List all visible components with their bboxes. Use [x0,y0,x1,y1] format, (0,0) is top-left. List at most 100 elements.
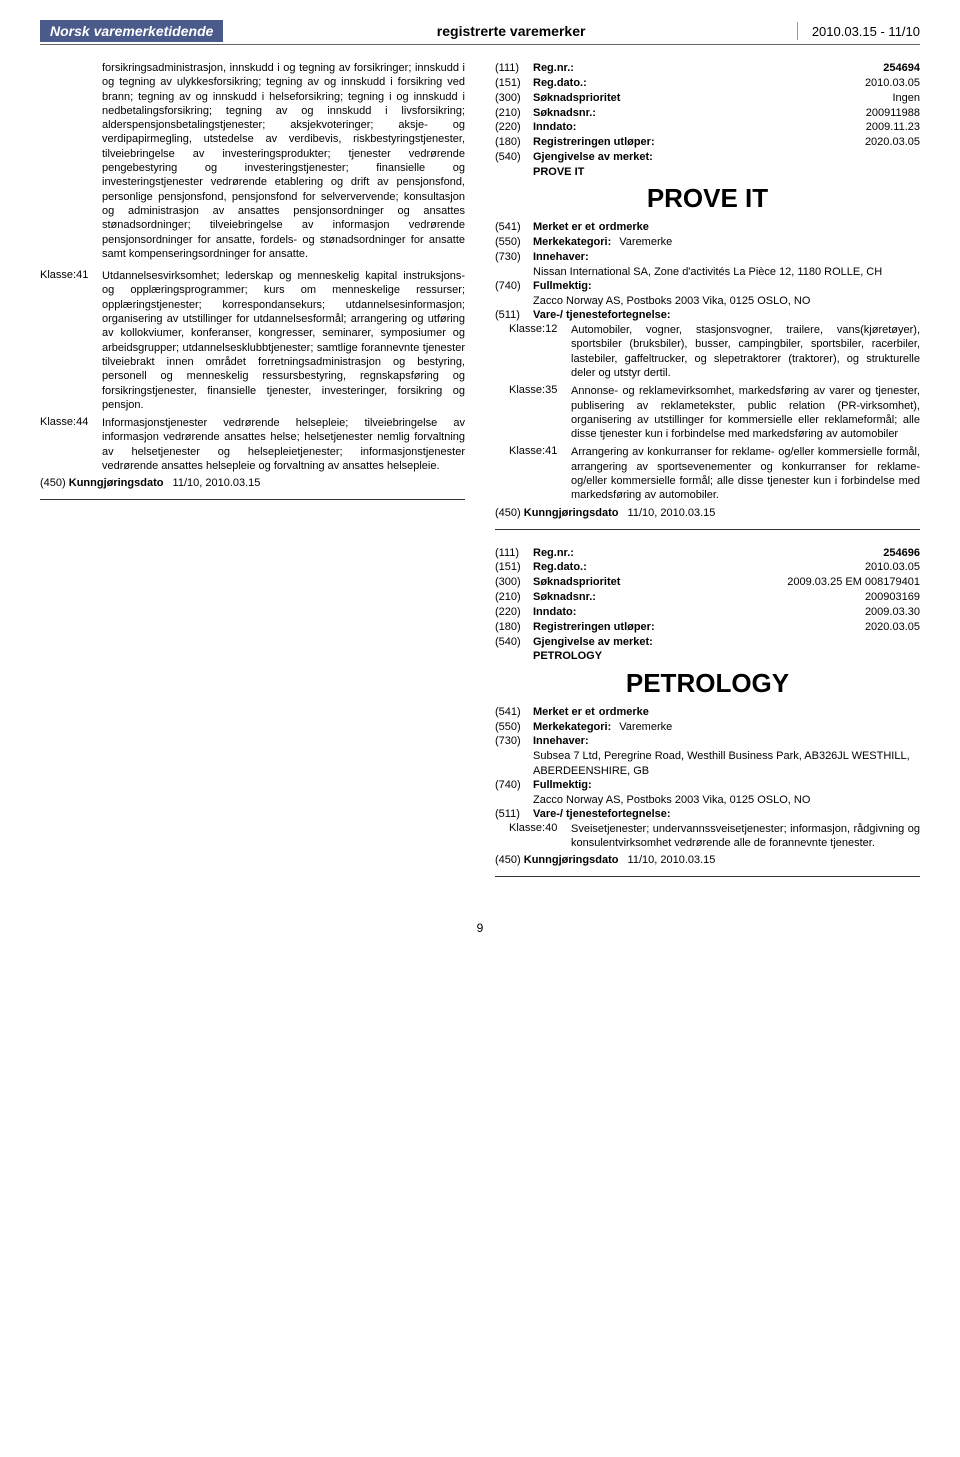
regdato-value: 2010.03.05 [865,560,920,575]
klasse41-label: Klasse:41 [509,445,571,502]
header-issue: 2010.03.15 - 11/10 [812,24,920,39]
fullmektig-label: Fullmektig: [533,279,592,294]
soknadsprioritet-code: (300) [495,91,533,106]
varefortegnelse-label: Vare-/ tjenestefortegnelse: [533,308,671,323]
entry1-klasse12: Klasse:12 Automobiler, vogner, stasjonsv… [495,323,920,380]
mark-name-big: PROVE IT [495,183,920,214]
regnr-value: 254696 [883,546,920,561]
fullmektig-label: Fullmektig: [533,778,592,793]
regnr-code: (111) [495,546,533,561]
right-column: (111) Reg.nr.: 254694 (151) Reg.dato.: 2… [495,61,920,893]
regnr-label: Reg.nr.: [533,61,574,76]
kunngjoring-label: Kunngjøringsdato [69,477,164,489]
entry1-klasse41: Klasse:41 Arrangering av konkurranser fo… [495,445,920,502]
soknadsnr-row: (210) Søknadsnr.: 200903169 [495,590,920,605]
regdato-label: Reg.dato.: [533,560,587,575]
soknadsprioritet-label: Søknadsprioritet [533,575,620,590]
inndato-value: 2009.03.30 [865,605,920,620]
innehaver-value: Nissan International SA, Zone d'activité… [533,265,920,279]
kunngjoring-label: Kunngjøringsdato [524,854,619,866]
entry2-kunngjoring: (450) Kunngjøringsdato 11/10, 2010.03.15 [495,854,920,866]
gjengivelse-label: Gjengivelse av merket: [533,635,653,650]
mark-name-small: PETROLOGY [533,649,920,663]
merketype-row: (541) Merket er et ordmerke [495,220,920,235]
gjengivelse-row: (540) Gjengivelse av merket: [495,635,920,650]
merkekategori-row: (550) Merkekategori: Varemerke [495,720,920,735]
klasse-41-text: Utdannelsesvirksomhet; lederskap og menn… [102,269,465,412]
regnr-row: (111) Reg.nr.: 254696 [495,546,920,561]
regdato-code: (151) [495,76,533,91]
registreringen-row: (180) Registreringen utløper: 2020.03.05 [495,620,920,635]
klasse-44-block: Klasse:44 Informasjonstjenester vedrøren… [40,416,465,473]
innehaver-label: Innehaver: [533,734,589,749]
merketype-code: (541) [495,220,533,235]
mark-name-big: PETROLOGY [495,668,920,699]
soknadsnr-code: (210) [495,590,533,605]
soknadsnr-value: 200903169 [865,590,920,605]
registreringen-code: (180) [495,620,533,635]
merkekategori-value: Varemerke [619,720,672,735]
merketype-row: (541) Merket er et ordmerke [495,705,920,720]
merketype-label: Merket er et [533,705,595,720]
left-column: forsikringsadministrasjon, innskudd i og… [40,61,465,893]
innehaver-row: (730) Innehaver: [495,250,920,265]
entry-divider [495,529,920,530]
gjengivelse-row: (540) Gjengivelse av merket: [495,150,920,165]
klasse41-text: Arrangering av konkurranser for reklame-… [571,445,920,502]
regdato-label: Reg.dato.: [533,76,587,91]
inndato-code: (220) [495,605,533,620]
merkekategori-label: Merkekategori: [533,235,611,250]
merketype-code: (541) [495,705,533,720]
entry-petrology: (111) Reg.nr.: 254696 (151) Reg.dato.: 2… [495,546,920,878]
fullmektig-value: Zacco Norway AS, Postboks 2003 Vika, 012… [533,294,920,308]
merketype-label: Merket er et [533,220,595,235]
klasse-44-label: Klasse:44 [40,416,102,473]
fullmektig-code: (740) [495,279,533,294]
klasse35-label: Klasse:35 [509,384,571,441]
soknadsnr-code: (210) [495,106,533,121]
gjengivelse-label: Gjengivelse av merket: [533,150,653,165]
registreringen-label: Registreringen utløper: [533,135,655,150]
varefortegnelse-code: (511) [495,308,533,323]
entry1-klasse35: Klasse:35 Annonse- og reklamevirksomhet,… [495,384,920,441]
soknadsprioritet-value: 2009.03.25 EM 008179401 [787,575,920,590]
klasse12-text: Automobiler, vogner, stasjonsvogner, tra… [571,323,920,380]
soknadsnr-row: (210) Søknadsnr.: 200911988 [495,106,920,121]
gjengivelse-code: (540) [495,635,533,650]
klasse-41-label: Klasse:41 [40,269,102,412]
gjengivelse-code: (540) [495,150,533,165]
merkekategori-value: Varemerke [619,235,672,250]
regnr-code: (111) [495,61,533,76]
klasse35-text: Annonse- og reklamevirksomhet, markedsfø… [571,384,920,441]
innehaver-value: Subsea 7 Ltd, Peregrine Road, Westhill B… [533,749,920,778]
entry-divider [495,876,920,877]
kunngjoring-value: 11/10, 2010.03.15 [628,507,716,519]
registreringen-code: (180) [495,135,533,150]
klasse-41-block: Klasse:41 Utdannelsesvirksomhet; ledersk… [40,269,465,412]
klasse-44-text: Informasjonstjenester vedrørende helsepl… [102,416,465,473]
innehaver-label: Innehaver: [533,250,589,265]
spacer [40,61,102,265]
fullmektig-value: Zacco Norway AS, Postboks 2003 Vika, 012… [533,793,920,807]
regdato-code: (151) [495,560,533,575]
innehaver-code: (730) [495,734,533,749]
regnr-value: 254694 [883,61,920,76]
kunngjoring-value: 11/10, 2010.03.15 [173,477,261,489]
soknadsnr-label: Søknadsnr.: [533,106,596,121]
kunngjoring-code: (450) [495,854,521,866]
varefortegnelse-row: (511) Vare-/ tjenestefortegnelse: [495,807,920,822]
merkekategori-code: (550) [495,235,533,250]
header-logo: Norsk varemerketidende [40,20,223,42]
merkekategori-code: (550) [495,720,533,735]
varefortegnelse-label: Vare-/ tjenestefortegnelse: [533,807,671,822]
left-kunngjoring: (450) Kunngjøringsdato 11/10, 2010.03.15 [40,477,465,489]
inndato-label: Inndato: [533,605,576,620]
fullmektig-row: (740) Fullmektig: [495,279,920,294]
entry2-klasse40: Klasse:40 Sveisetjenester; undervannssve… [495,822,920,851]
page-container: Norsk varemerketidende registrerte varem… [0,0,960,965]
mark-name-small: PROVE IT [533,165,920,179]
inndato-label: Inndato: [533,120,576,135]
entry-prove-it: (111) Reg.nr.: 254694 (151) Reg.dato.: 2… [495,61,920,530]
regnr-row: (111) Reg.nr.: 254694 [495,61,920,76]
regdato-value: 2010.03.05 [865,76,920,91]
